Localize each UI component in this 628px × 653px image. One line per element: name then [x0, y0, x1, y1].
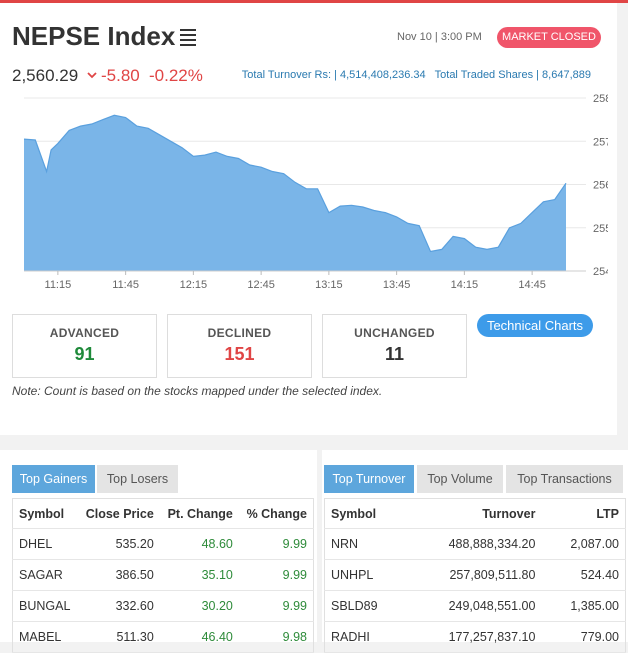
col-pt-change: Pt. Change — [159, 498, 239, 529]
table-row[interactable]: RADHI 177,257,837.10 779.00 — [324, 621, 626, 653]
col-symbol: Symbol — [12, 498, 78, 529]
col-symbol: Symbol — [324, 498, 406, 529]
unchanged-box: UNCHANGED 11 — [322, 314, 467, 378]
y-tick-label: 2550 — [593, 223, 608, 235]
symbol-cell[interactable]: SAGAR — [12, 559, 78, 591]
ltp-cell: 1,385.00 — [541, 590, 626, 622]
pt-change-cell: 46.40 — [159, 621, 239, 653]
symbol-cell[interactable]: NRN — [324, 528, 406, 560]
table-header-row: Symbol Close Price Pt. Change % Change — [12, 498, 314, 529]
col-close-price: Close Price — [77, 498, 160, 529]
symbol-cell[interactable]: MABEL — [12, 621, 78, 653]
symbol-cell[interactable]: RADHI — [324, 621, 406, 653]
declined-box: DECLINED 151 — [167, 314, 312, 378]
pct-change-cell: 9.98 — [238, 621, 314, 653]
index-chart[interactable]: 2580 2570 2560 2550 2540 11:15 11:45 12:15 12:45… — [12, 85, 608, 307]
symbol-cell[interactable]: SBLD89 — [324, 590, 406, 622]
pct-change-cell: 9.99 — [238, 559, 314, 591]
turnover-cell: 177,257,837.10 — [405, 621, 542, 653]
tab-top-losers[interactable]: Top Losers — [97, 465, 178, 493]
page-title: NEPSE Index — [12, 21, 176, 51]
table-row[interactable]: MABEL 511.30 46.40 9.98 — [12, 621, 314, 653]
gainers-table: Symbol Close Price Pt. Change % Change D… — [12, 498, 314, 653]
percent-change: -0.22% — [149, 66, 203, 85]
ltp-cell: 2,087.00 — [541, 528, 626, 560]
symbol-cell[interactable]: BUNGAL — [12, 590, 78, 622]
col-pct-change: % Change — [238, 498, 314, 529]
pt-change-cell: 30.20 — [159, 590, 239, 622]
x-tick-label: 13:15 — [315, 279, 343, 291]
x-tick-label: 12:45 — [247, 279, 275, 291]
y-tick-label: 2540 — [593, 266, 608, 278]
table-row[interactable]: BUNGAL 332.60 30.20 9.99 — [12, 590, 314, 622]
unchanged-value: 11 — [384, 344, 405, 364]
y-tick-label: 2580 — [593, 93, 608, 105]
menu-icon[interactable] — [180, 29, 196, 46]
advanced-label: ADVANCED — [49, 326, 120, 340]
table-header-row: Symbol Turnover LTP — [324, 498, 626, 529]
turnover-panel: Top Turnover Top Volume Top Transactions… — [322, 450, 628, 653]
turnover-summary: Total Turnover Rs: | 4,514,408,236.34 To… — [242, 69, 591, 81]
x-tick-label: 13:45 — [383, 279, 411, 291]
pct-change-cell: 9.99 — [238, 528, 314, 560]
y-tick-label: 2570 — [593, 136, 608, 148]
pct-change-cell: 9.99 — [238, 590, 314, 622]
gainers-panel: Top Gainers Top Losers Symbol Close Pric… — [0, 450, 317, 653]
pt-change-cell: 48.60 — [159, 528, 239, 560]
technical-charts-button[interactable]: Technical Charts — [477, 314, 593, 337]
turnover-table: Symbol Turnover LTP NRN 488,888,334.20 2… — [324, 498, 626, 653]
unchanged-label: UNCHANGED — [354, 326, 435, 340]
tab-top-volume[interactable]: Top Volume — [417, 465, 503, 493]
close-price-cell: 511.30 — [77, 621, 160, 653]
market-status-badge: MARKET CLOSED — [497, 27, 601, 48]
table-row[interactable]: SAGAR 386.50 35.10 9.99 — [12, 559, 314, 591]
pt-change-cell: 35.10 — [159, 559, 239, 591]
total-traded-shares: Total Traded Shares | 8,647,889 — [434, 69, 591, 81]
close-price-cell: 535.20 — [77, 528, 160, 560]
ltp-cell: 779.00 — [541, 621, 626, 653]
y-tick-label: 2560 — [593, 180, 608, 192]
table-row[interactable]: NRN 488,888,334.20 2,087.00 — [324, 528, 626, 560]
x-tick-label: 12:15 — [180, 279, 208, 291]
declined-label: DECLINED — [207, 326, 272, 340]
turnover-cell: 249,048,551.00 — [405, 590, 542, 622]
turnover-cell: 488,888,334.20 — [405, 528, 542, 560]
point-change: -5.80 — [101, 66, 140, 85]
x-tick-label: 11:45 — [112, 279, 139, 291]
index-line-series — [23, 114, 567, 253]
table-row[interactable]: SBLD89 249,048,551.00 1,385.00 — [324, 590, 626, 622]
x-tick-label: 14:45 — [518, 279, 546, 291]
col-ltp: LTP — [541, 498, 626, 529]
tab-top-transactions[interactable]: Top Transactions — [506, 465, 623, 493]
index-area-series[interactable] — [24, 115, 566, 271]
symbol-cell[interactable]: UNHPL — [324, 559, 406, 591]
turnover-cell: 257,809,511.80 — [405, 559, 542, 591]
symbol-cell[interactable]: DHEL — [12, 528, 78, 560]
market-datetime: Nov 10 | 3:00 PM — [397, 31, 482, 43]
ltp-cell: 524.40 — [541, 559, 626, 591]
total-turnover: Total Turnover Rs: | 4,514,408,236.34 — [241, 69, 426, 81]
tab-top-gainers[interactable]: Top Gainers — [12, 465, 95, 493]
advanced-box: ADVANCED 91 — [12, 314, 157, 378]
index-note: Note: Count is based on the stocks mappe… — [12, 384, 383, 398]
x-tick-label: 11:15 — [45, 279, 72, 291]
index-value: 2,560.29 — [12, 66, 79, 85]
tab-top-turnover[interactable]: Top Turnover — [324, 465, 414, 493]
table-row[interactable]: UNHPL 257,809,511.80 524.40 — [324, 559, 626, 591]
declined-value: 151 — [224, 344, 255, 364]
top-accent-bar — [0, 0, 628, 3]
col-turnover: Turnover — [405, 498, 542, 529]
close-price-cell: 386.50 — [77, 559, 160, 591]
chevron-down-icon — [87, 72, 97, 79]
advanced-value: 91 — [74, 344, 95, 364]
index-card: NEPSE Index Nov 10 | 3:00 PM MARKET CLOS… — [0, 3, 617, 435]
x-tick-label: 14:15 — [451, 279, 479, 291]
close-price-cell: 332.60 — [77, 590, 160, 622]
table-row[interactable]: DHEL 535.20 48.60 9.99 — [12, 528, 314, 560]
